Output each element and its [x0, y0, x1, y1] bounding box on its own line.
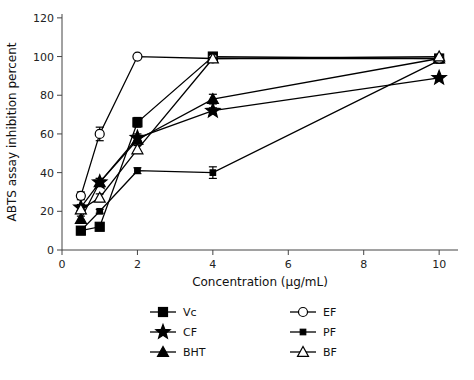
legend-label: Vc [183, 306, 197, 319]
series-line [81, 60, 439, 230]
series-line [81, 57, 439, 231]
point [434, 51, 445, 61]
point [133, 52, 142, 61]
legend-item: PF [290, 326, 336, 339]
legend-label: CF [183, 326, 197, 339]
point [432, 70, 446, 84]
error-bar [77, 229, 85, 233]
series-line [81, 58, 439, 219]
series-line [81, 57, 439, 210]
series-line [81, 78, 439, 208]
point [93, 175, 107, 189]
legend-label: EF [323, 306, 336, 319]
legend-item: BHT [150, 346, 206, 359]
x-tick [62, 250, 63, 255]
x-axis [62, 250, 458, 251]
x-tick [137, 250, 138, 255]
point [78, 228, 84, 234]
x-tick-label: 10 [432, 258, 446, 271]
y-tick [57, 133, 62, 134]
point [94, 192, 105, 202]
x-tick [439, 250, 440, 255]
point [132, 144, 143, 154]
point [133, 118, 142, 127]
point [135, 168, 141, 174]
series [76, 52, 443, 235]
y-tick-label: 80 [40, 89, 54, 102]
legend-marker [158, 347, 169, 357]
point [210, 170, 216, 176]
x-tick [212, 250, 213, 255]
legend-marker [298, 347, 309, 357]
legend: Vc EF CF PF BHT BF [150, 306, 337, 359]
chart: 0246810020406080100120Concentration (μg/… [0, 0, 474, 380]
legend-label: BF [323, 346, 337, 359]
point [208, 54, 217, 63]
error-bar [209, 167, 217, 179]
series [75, 51, 444, 214]
legend-marker [156, 325, 170, 339]
y-tick [57, 211, 62, 212]
x-axis-label: Concentration (μg/mL) [192, 275, 328, 289]
x-tick-label: 0 [59, 258, 66, 271]
y-tick-label: 40 [40, 167, 54, 180]
y-tick-label: 60 [40, 128, 54, 141]
x-tick-label: 4 [209, 258, 216, 271]
point [75, 214, 86, 224]
error-bar [133, 117, 141, 127]
legend-marker [299, 308, 308, 317]
error-bar [133, 168, 141, 174]
x-tick-label: 2 [134, 258, 141, 271]
point [130, 130, 144, 144]
y-axis-label: ABTS assay inhibition percent [5, 42, 19, 221]
x-tick-label: 6 [285, 258, 292, 271]
series [74, 70, 447, 213]
y-tick [57, 17, 62, 18]
point [207, 53, 218, 63]
series [75, 53, 444, 223]
legend-item: EF [290, 306, 336, 319]
legend-item: Vc [150, 306, 197, 319]
point [95, 222, 104, 231]
legend-item: BF [290, 346, 337, 359]
series [77, 58, 443, 234]
point [97, 209, 103, 215]
y-tick [57, 250, 62, 251]
x-tick [363, 250, 364, 255]
y-tick-label: 20 [40, 205, 54, 218]
error-bar [96, 127, 104, 141]
series-line [81, 57, 439, 196]
legend-marker [300, 329, 306, 335]
y-axis [62, 14, 63, 250]
point [76, 226, 85, 235]
plot-area [74, 51, 447, 235]
y-tick-label: 120 [33, 12, 54, 25]
point [75, 204, 86, 214]
point [206, 103, 220, 117]
error-bar [77, 227, 85, 235]
y-tick [57, 172, 62, 173]
point [95, 129, 104, 138]
y-tick [57, 95, 62, 96]
y-tick [57, 56, 62, 57]
point [76, 191, 85, 200]
legend-label: PF [323, 326, 336, 339]
x-tick [288, 250, 289, 255]
y-tick-label: 100 [33, 51, 54, 64]
y-tick-label: 0 [47, 244, 54, 257]
legend-marker [159, 308, 168, 317]
legend-label: BHT [183, 346, 206, 359]
error-bar [77, 192, 85, 200]
series [76, 52, 443, 200]
legend-item: CF [150, 325, 197, 340]
error-bar [96, 209, 104, 213]
x-tick-label: 8 [360, 258, 367, 271]
